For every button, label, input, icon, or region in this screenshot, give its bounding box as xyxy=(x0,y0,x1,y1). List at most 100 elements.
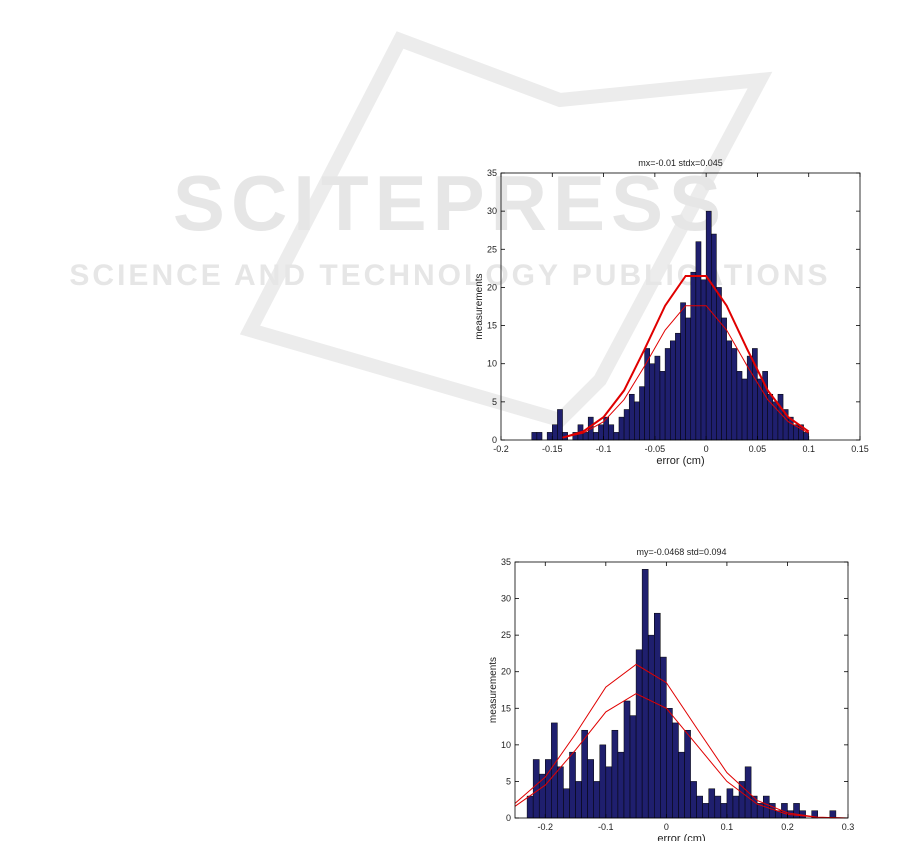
x-tick-label: -0.05 xyxy=(645,444,666,454)
bar xyxy=(714,795,722,819)
y-tick-label: 0 xyxy=(506,813,511,823)
bar xyxy=(664,348,671,441)
x-tick-label: 0.1 xyxy=(721,822,734,832)
y-tick-label: 15 xyxy=(501,703,511,713)
fit-curve xyxy=(514,693,849,819)
bar xyxy=(690,781,697,819)
bar xyxy=(680,302,686,441)
bar xyxy=(741,378,748,441)
bar xyxy=(536,432,543,441)
y-axis-label: measurements xyxy=(488,657,499,723)
bar xyxy=(726,788,734,819)
y-tick-label: 25 xyxy=(501,630,511,640)
bar xyxy=(582,432,589,441)
y-tick-label: 25 xyxy=(487,244,497,254)
fit-curve xyxy=(514,663,849,819)
y-tick-label: 35 xyxy=(501,557,511,567)
bar xyxy=(581,729,588,819)
bar xyxy=(654,355,661,441)
axes-box xyxy=(500,172,861,441)
bar xyxy=(705,210,712,441)
bar xyxy=(563,788,570,819)
bar xyxy=(675,332,681,441)
bar xyxy=(678,751,685,819)
bar xyxy=(598,424,604,441)
bar xyxy=(608,424,615,441)
bar xyxy=(593,432,599,441)
bar xyxy=(684,729,691,819)
y-tick-label: 0 xyxy=(492,435,497,445)
bar xyxy=(654,612,661,819)
bar xyxy=(669,340,676,441)
bar xyxy=(552,424,558,441)
bar xyxy=(545,759,552,819)
x-tick-label: 0.2 xyxy=(781,822,794,832)
y-tick-label: 10 xyxy=(501,740,511,750)
bar xyxy=(635,649,643,819)
bar xyxy=(641,569,649,819)
bar xyxy=(711,233,717,441)
bar xyxy=(611,729,619,819)
bar xyxy=(546,432,553,441)
y-tick-label: 5 xyxy=(506,776,511,786)
y-tick-label: 20 xyxy=(487,282,497,292)
bar xyxy=(685,317,692,441)
y-axis-label: measurements xyxy=(474,273,485,339)
bar xyxy=(659,371,666,441)
y-tick-label: 30 xyxy=(501,594,511,604)
axes-box xyxy=(514,561,849,819)
bar xyxy=(803,432,809,441)
x-tick-label: -0.1 xyxy=(598,822,614,832)
fit-curve xyxy=(562,305,809,439)
bar xyxy=(696,795,703,819)
bar xyxy=(702,803,709,819)
bar xyxy=(551,722,558,819)
chart-title: my=-0.0468 std=0.094 xyxy=(636,547,726,557)
bar xyxy=(629,715,637,819)
bar xyxy=(613,432,620,441)
bar xyxy=(617,751,625,819)
y-tick-label: 35 xyxy=(487,168,497,178)
x-tick-label: -0.15 xyxy=(542,444,563,454)
bar xyxy=(526,795,534,819)
bar xyxy=(531,432,538,441)
bar xyxy=(557,766,564,819)
bar xyxy=(532,759,540,819)
y-tick-label: 5 xyxy=(492,397,497,407)
y-tick-label: 20 xyxy=(501,667,511,677)
bar xyxy=(736,371,743,441)
bar xyxy=(593,781,601,819)
bar xyxy=(721,317,727,441)
bar xyxy=(757,378,763,441)
bar xyxy=(618,416,625,441)
bar xyxy=(746,355,753,441)
bar xyxy=(605,766,613,819)
bar xyxy=(700,279,707,441)
bar xyxy=(666,708,673,819)
x-tick-label: 0.05 xyxy=(749,444,767,454)
bar xyxy=(538,773,546,819)
fit-curve xyxy=(562,274,810,439)
x-tick-label: 0.3 xyxy=(842,822,855,832)
bar xyxy=(575,781,582,819)
x-tick-label: 0.1 xyxy=(802,444,815,454)
bar xyxy=(649,363,656,441)
x-tick-label: -0.1 xyxy=(596,444,612,454)
bar xyxy=(695,241,702,441)
x-tick-label: 0 xyxy=(664,822,669,832)
bar xyxy=(708,788,716,819)
bar xyxy=(647,634,655,819)
bar xyxy=(628,393,635,441)
bar xyxy=(557,409,563,441)
bar xyxy=(623,700,631,819)
bar xyxy=(690,271,697,441)
bar xyxy=(569,751,576,819)
x-tick-label: 0.15 xyxy=(851,444,869,454)
bar xyxy=(777,393,784,441)
bar xyxy=(623,409,630,441)
bar xyxy=(720,803,728,819)
bar xyxy=(726,340,733,441)
x-tick-label: -0.2 xyxy=(493,444,509,454)
bar xyxy=(732,795,740,819)
